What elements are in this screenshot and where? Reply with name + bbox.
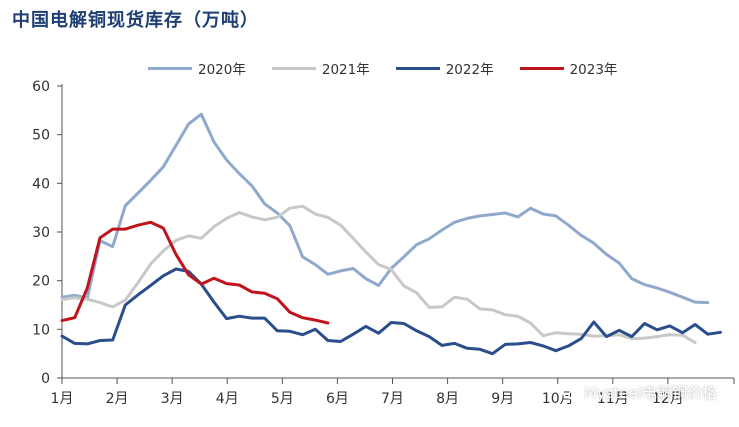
legend-label-2023: 2023年 <box>569 62 618 78</box>
y-tick-label: 30 <box>32 225 50 241</box>
y-tick-label: 40 <box>32 176 50 192</box>
legend-item-2023[interactable]: 2023年 <box>519 58 618 78</box>
chart-legend: 2020年 2021年 2022年 2023年 <box>148 58 643 78</box>
wechat-icon <box>562 384 579 400</box>
x-tick-label: 6月 <box>326 391 349 407</box>
x-tick-label: 1月 <box>51 391 74 407</box>
watermark-text: Mysteel电解铜价格 <box>583 384 717 402</box>
x-tick-label: 7月 <box>381 391 404 407</box>
legend-swatch-2023 <box>519 66 564 70</box>
y-tick-label: 0 <box>41 371 50 387</box>
series-line-2020 <box>60 112 710 305</box>
series-line-2022 <box>60 267 722 356</box>
x-tick-label: 4月 <box>216 391 239 407</box>
legend-item-2020[interactable]: 2020年 <box>148 58 246 78</box>
chart-title: 中国电解铜现货库存（万吨） <box>12 10 259 31</box>
y-tick-label: 10 <box>32 322 50 338</box>
x-tick-label: 12月 <box>652 391 684 407</box>
x-tick-label: 5月 <box>271 391 294 407</box>
legend-swatch-2022 <box>395 66 440 70</box>
x-tick-label: 3月 <box>161 391 184 407</box>
x-tick-label: 11月 <box>597 391 629 407</box>
legend-swatch-2021 <box>271 66 316 70</box>
x-tick-label: 2月 <box>106 391 129 407</box>
legend-label-2020: 2020年 <box>198 62 246 78</box>
y-tick-label: 60 <box>32 79 50 95</box>
legend-label-2022: 2022年 <box>445 62 494 78</box>
x-tick-label: 8月 <box>436 391 459 407</box>
series-line-2021 <box>60 204 697 344</box>
y-tick-label: 50 <box>32 128 50 144</box>
watermark: Mysteel电解铜价格 <box>562 382 717 403</box>
x-tick-label: 10月 <box>542 391 574 407</box>
x-tick-label: 9月 <box>491 391 514 407</box>
legend-label-2021: 2021年 <box>321 62 370 78</box>
series-line-2023 <box>60 220 330 325</box>
legend-item-2022[interactable]: 2022年 <box>395 58 494 78</box>
y-tick-label: 20 <box>32 274 50 290</box>
legend-item-2021[interactable]: 2021年 <box>271 58 370 78</box>
legend-swatch-2020 <box>148 66 192 70</box>
